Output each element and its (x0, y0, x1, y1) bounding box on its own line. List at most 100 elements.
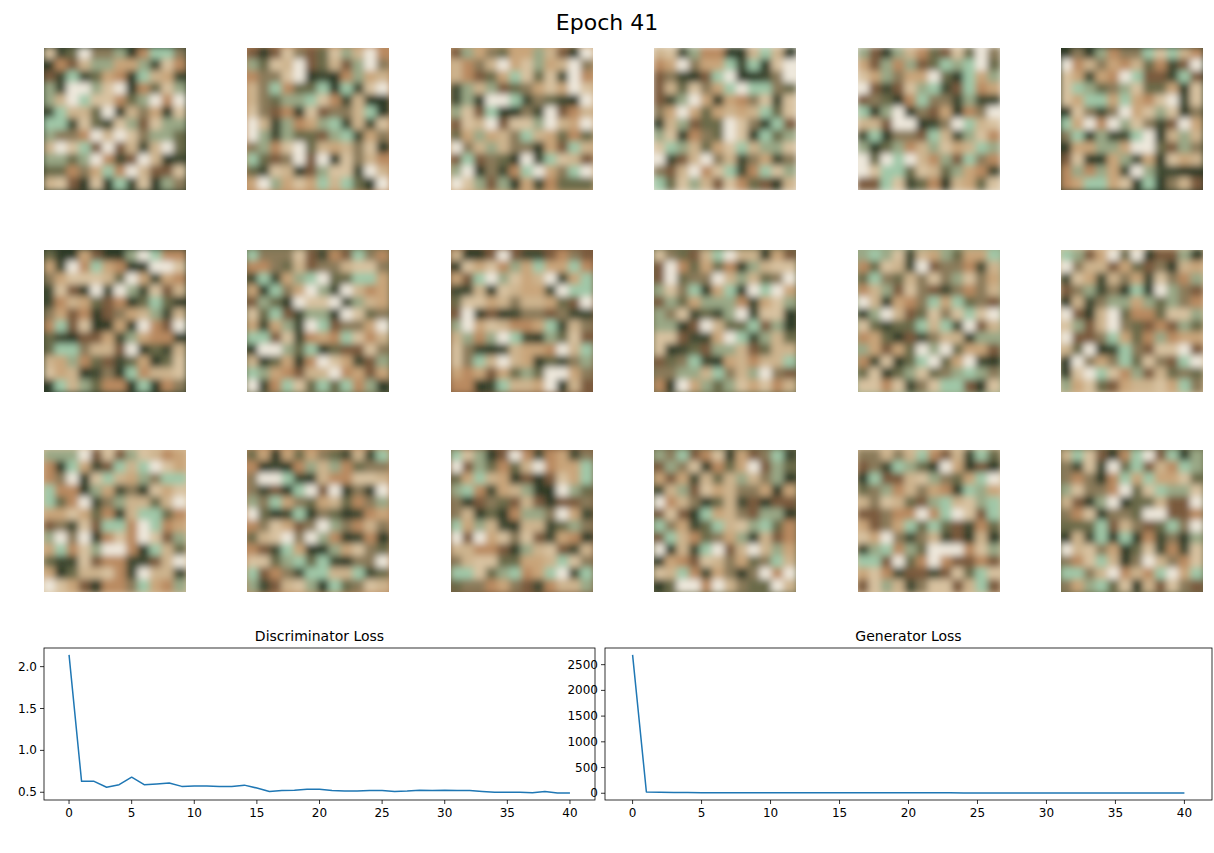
image-pixel (270, 532, 284, 546)
generated-image (44, 250, 186, 392)
image-pixel (67, 308, 81, 322)
image-pixel (317, 356, 331, 370)
image-pixel (126, 344, 140, 358)
image-pixel (1096, 83, 1110, 97)
image-pixel (474, 177, 488, 190)
image-pixel (102, 142, 116, 156)
image-pixel (689, 379, 703, 392)
image-pixel (1178, 83, 1192, 97)
image-pixel (545, 94, 559, 108)
image-pixel (462, 94, 476, 108)
image-pixel (90, 320, 104, 334)
image-pixel (1167, 379, 1181, 392)
image-pixel (893, 344, 907, 358)
image-pixel (102, 118, 116, 132)
image-pixel (580, 379, 593, 392)
image-pixel (975, 165, 989, 179)
image-pixel (1131, 261, 1145, 275)
image-pixel (987, 261, 1000, 275)
image-pixel (1072, 273, 1086, 287)
image-pixel (916, 356, 930, 370)
image-pixel (258, 473, 272, 487)
image-pixel (161, 556, 175, 570)
image-pixel (1107, 142, 1121, 156)
image-pixel (173, 496, 186, 510)
image-pixel (341, 83, 355, 97)
image-pixel (580, 118, 593, 132)
image-pixel (677, 273, 691, 287)
image-pixel (712, 261, 726, 275)
image-pixel (783, 308, 796, 322)
image-pixel (1143, 94, 1157, 108)
image-pixel (102, 83, 116, 97)
image-pixel (928, 106, 942, 120)
image-pixel (79, 567, 93, 581)
image-pixel (975, 71, 989, 85)
image-pixel (497, 165, 511, 179)
image-pixel (67, 177, 81, 190)
image-pixel (1190, 94, 1203, 108)
image-pixel (557, 154, 571, 168)
image-pixel (317, 367, 331, 381)
image-pixel (940, 379, 954, 392)
image-pixel (940, 94, 954, 108)
image-pixel (79, 83, 93, 97)
image-pixel (509, 367, 523, 381)
image-pixel (114, 461, 128, 475)
image-pixel (138, 379, 152, 392)
image-pixel (126, 379, 140, 392)
image-pixel (771, 285, 785, 299)
image-pixel (258, 332, 272, 346)
image-pixel (665, 285, 679, 299)
image-pixel (486, 130, 500, 144)
image-pixel (173, 544, 186, 558)
image-pixel (689, 261, 703, 275)
image-pixel (952, 59, 966, 73)
image-pixel (102, 379, 116, 392)
image-pixel (736, 273, 750, 287)
image-pixel (90, 344, 104, 358)
image-pixel (580, 308, 593, 322)
image-pixel (1131, 94, 1145, 108)
image-pixels (654, 250, 796, 392)
image-pixel (282, 332, 296, 346)
image-pixel (771, 356, 785, 370)
image-pixel (364, 83, 378, 97)
image-pixel (126, 473, 140, 487)
image-pixel (677, 130, 691, 144)
image-pixel (521, 142, 535, 156)
image-pixel (317, 71, 331, 85)
image-pixel (55, 461, 69, 475)
image-pixel (173, 106, 186, 120)
image-pixel (677, 285, 691, 299)
image-pixel (689, 71, 703, 85)
image-pixel (509, 379, 523, 392)
image-pixel (521, 320, 535, 334)
image-pixel (724, 379, 738, 392)
image-pixel (1084, 59, 1098, 73)
image-pixel (138, 520, 152, 534)
image-pixel (114, 320, 128, 334)
image-pixel (126, 320, 140, 334)
image-pixel (102, 71, 116, 85)
image-pixel (293, 273, 307, 287)
image-pixel (1107, 273, 1121, 287)
image-pixel (869, 106, 883, 120)
image-pixel (533, 59, 547, 73)
image-pixel (353, 94, 367, 108)
image-pixel (748, 285, 762, 299)
image-pixel (126, 165, 140, 179)
image-pixel (893, 71, 907, 85)
image-pixel (916, 320, 930, 334)
image-pixel (293, 83, 307, 97)
image-pixel (689, 177, 703, 190)
image-pixel (580, 71, 593, 85)
image-pixel (557, 142, 571, 156)
image-pixel (282, 165, 296, 179)
image-pixel (736, 154, 750, 168)
image-pixel (150, 71, 164, 85)
image-pixel (150, 344, 164, 358)
image-pixel (270, 273, 284, 287)
image-pixel (748, 367, 762, 381)
image-pixel (161, 579, 175, 592)
